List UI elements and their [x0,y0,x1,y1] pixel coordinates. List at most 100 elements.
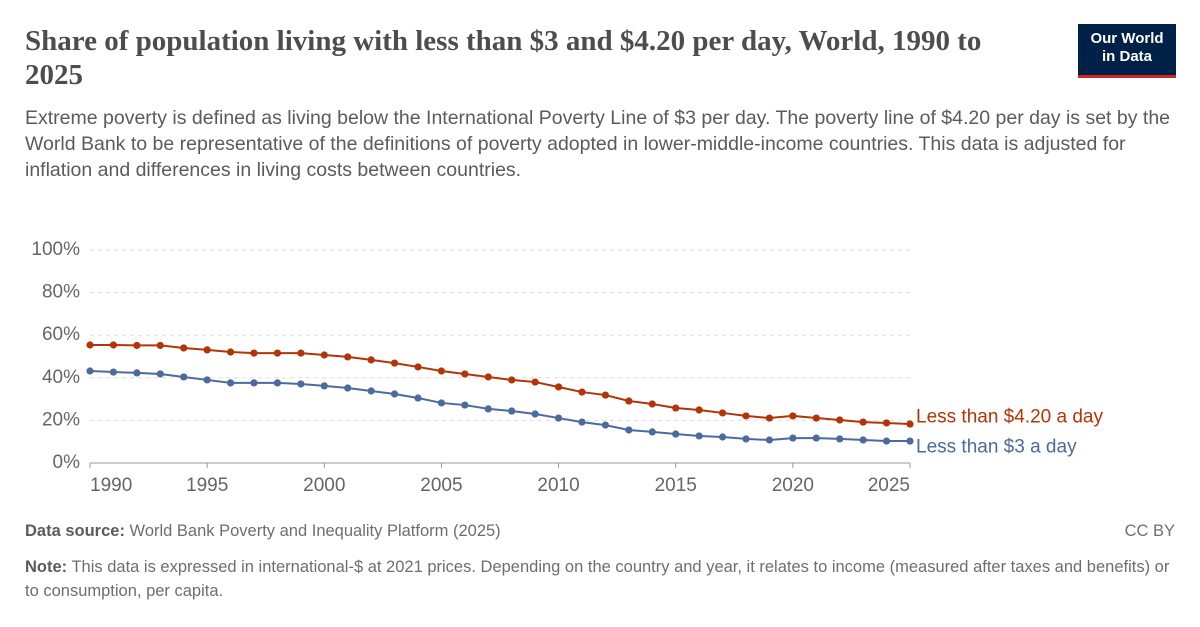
data-point [718,433,727,441]
data-point [742,435,750,443]
note-label: Note: [25,558,68,576]
data-point [367,356,375,364]
data-point [625,397,633,405]
data-point [695,432,703,440]
x-tick-label: 2005 [420,475,462,496]
y-tick-label: 60% [42,324,80,345]
y-tick-label: 80% [42,282,80,303]
data-point [836,416,844,424]
license[interactable]: CC BY [1124,522,1175,540]
data-point [906,437,914,445]
y-tick-label: 100% [31,239,80,260]
data-point [601,391,610,399]
data-point [695,406,703,414]
data-point [414,394,422,402]
data-point [882,419,891,427]
data-point [203,346,211,354]
y-tick-label: 0% [53,452,81,473]
logo-line: Our World [1090,30,1164,47]
x-tick-label: 2000 [303,475,345,496]
logo-line: in Data [1101,48,1152,65]
data-point [578,388,586,396]
data-point [226,379,235,387]
data-point [250,349,258,357]
data-point [320,382,328,390]
data-point [109,341,118,349]
data-point [672,404,680,412]
data-point [461,370,469,378]
data-point [789,412,797,420]
chart-title: Share of population living with less tha… [25,25,982,91]
data-point [437,399,446,407]
data-point [508,407,516,415]
data-point [344,384,352,392]
data-point [297,380,305,388]
data-point [554,414,563,422]
series-line [89,369,910,443]
data-point [742,412,750,420]
data-point [554,383,563,391]
data-point [531,378,539,386]
series-line [90,343,911,426]
data-point [484,373,492,381]
data-point [578,418,586,426]
data-point [461,401,469,409]
data-point [484,405,492,413]
y-tick-label: 20% [42,409,80,430]
x-tick-label: 2015 [655,475,697,496]
data-point [789,434,797,442]
data-point [180,344,188,352]
data-point [859,418,867,426]
x-tick-label: 2025 [868,475,910,496]
data-point [367,387,375,395]
data-point [390,359,399,367]
data-point [390,390,399,398]
data-point [508,376,516,384]
chart-subtitle: Extreme poverty is defined as living bel… [25,107,1171,181]
data-point [812,434,820,442]
data-point [718,409,727,417]
data-point [437,367,446,375]
data-point [180,373,188,381]
source-text: World Bank Poverty and Inequality Platfo… [129,522,501,540]
data-point [156,370,164,378]
source-label: Data source: [25,522,125,540]
data-point [203,376,211,384]
x-tick-label: 2020 [772,475,814,496]
data-point [836,435,844,443]
data-point [226,348,235,356]
x-tick-label: 1995 [186,475,228,496]
data-point [648,428,656,436]
source: Data source: World Bank Poverty and Ineq… [25,522,501,541]
data-point [109,368,118,376]
x-tick-label: 2010 [537,475,579,496]
data-point [320,351,328,359]
data-point [250,379,258,387]
data-point [133,341,141,350]
note: Note: This data is expressed in internat… [25,555,1175,603]
data-point [273,379,282,387]
x-tick-label: 1990 [90,475,132,496]
logo[interactable]: Our World in Data [1078,24,1176,78]
data-point [648,400,656,408]
data-point [86,341,94,349]
data-point [859,436,867,444]
data-point [156,341,164,350]
data-point [625,426,633,434]
data-point [297,349,305,357]
data-point [906,420,914,428]
legend-label: Less than $4.20 a day [916,407,1103,428]
y-tick-label: 40% [42,367,80,388]
note-text: This data is expressed in international-… [25,558,1170,600]
data-point [86,367,94,375]
data-point [133,369,141,377]
data-point [812,414,820,422]
data-point [672,430,680,438]
data-point [765,414,774,422]
data-point [601,421,610,429]
data-point [273,349,282,357]
data-point [531,410,539,418]
data-point [765,436,774,444]
